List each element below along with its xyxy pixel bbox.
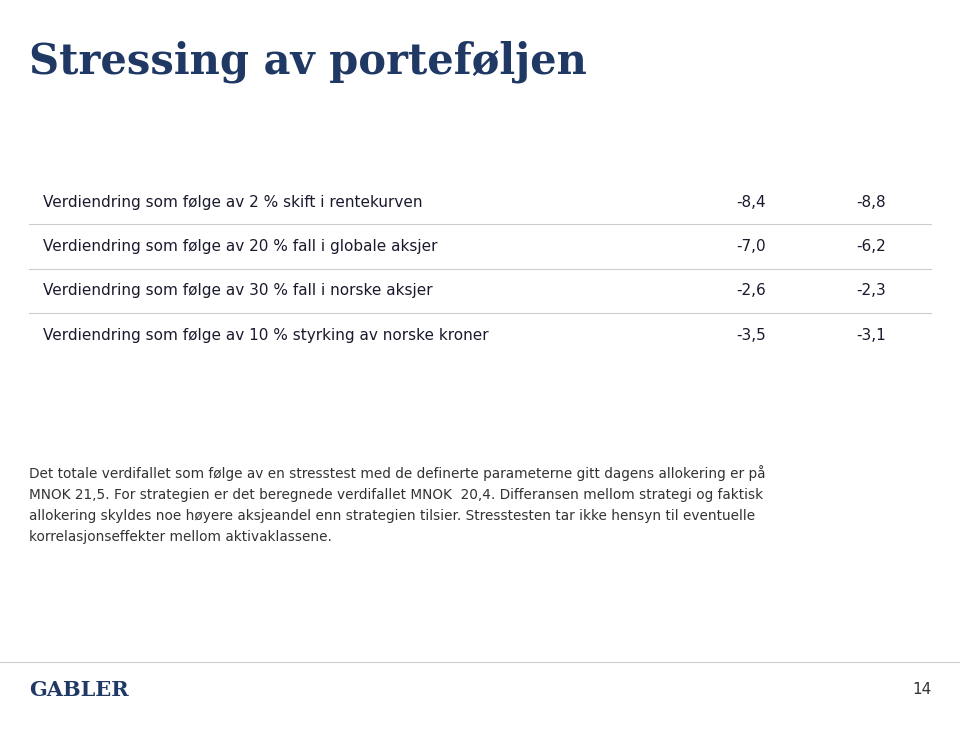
Text: Verdiendring totalporteføljen: Verdiendring totalporteføljen [43, 373, 295, 387]
Text: -3,5: -3,5 [736, 328, 766, 343]
Text: -21,5: -21,5 [730, 373, 773, 387]
Text: -2,6: -2,6 [736, 283, 766, 299]
Text: Det totale verdifallet som følge av en stresstest med de definerte parameterne g: Det totale verdifallet som følge av en s… [29, 465, 765, 544]
Text: GABLER: GABLER [29, 679, 129, 700]
Text: -6,2: -6,2 [856, 239, 886, 254]
Text: Verdiendring som følge av 20 % fall i globale aksjer: Verdiendring som følge av 20 % fall i gl… [43, 239, 438, 254]
Text: -7,0: -7,0 [736, 239, 766, 254]
Text: 14: 14 [912, 682, 931, 697]
Text: Stresstest (tall i MNOK): Stresstest (tall i MNOK) [43, 150, 258, 165]
Text: -3,1: -3,1 [856, 328, 886, 343]
Text: Verdiendring som følge av 2 % skift i rentekurven: Verdiendring som følge av 2 % skift i re… [43, 195, 422, 209]
Text: Stressing av porteføljen: Stressing av porteføljen [29, 40, 587, 83]
Text: -8,8: -8,8 [856, 195, 886, 209]
Text: -20,4: -20,4 [850, 373, 893, 387]
Text: Allokering: Allokering [706, 150, 797, 165]
Text: Verdiendring som følge av 10 % styrking av norske kroner: Verdiendring som følge av 10 % styrking … [43, 328, 489, 343]
Text: -13,8 %: -13,8 % [719, 417, 783, 432]
Text: -2,3: -2,3 [856, 283, 886, 299]
Text: -8,4: -8,4 [736, 195, 766, 209]
Text: Verdiendring som følge av 30 % fall i norske aksjer: Verdiendring som følge av 30 % fall i no… [43, 283, 433, 299]
Text: Strategi: Strategi [834, 150, 908, 165]
Text: Verdiendring totalporteføljen (i %): Verdiendring totalporteføljen (i %) [43, 417, 340, 432]
Text: -13,1 %: -13,1 % [839, 417, 903, 432]
